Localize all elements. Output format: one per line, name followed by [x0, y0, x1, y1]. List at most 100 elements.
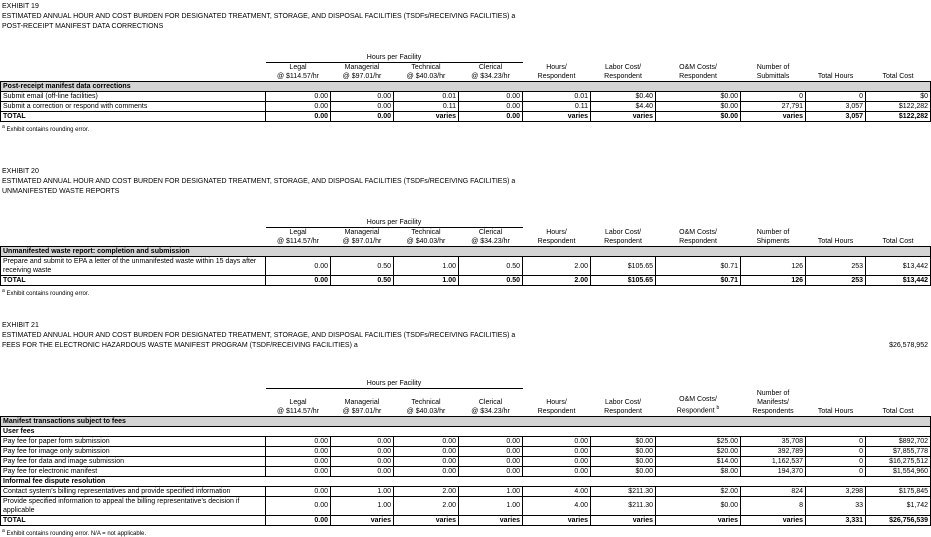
cell: $0.00: [655, 111, 742, 122]
header-line: Technical: [411, 229, 441, 236]
cell: $16,275,512: [865, 455, 931, 467]
header-line: @ $114.57/hr: [276, 73, 319, 80]
section-heading: Unmanifested waste report: completion an…: [0, 246, 931, 257]
header-line: @ $40.03/hr: [406, 73, 446, 80]
cell: 0.00: [393, 435, 459, 447]
cell: $211.30: [590, 485, 657, 497]
column-header: Total Cost: [866, 389, 931, 417]
column-header: Labor Cost/Respondent: [591, 228, 656, 247]
data-row: Pay fee for electronic manifest 0.00 0.00 0…: [0, 465, 931, 477]
cell: 0: [805, 465, 867, 477]
cell: 1.00: [330, 495, 394, 516]
cell: $25.00: [655, 435, 742, 447]
column-header: Clerical @ $34.23/hr: [459, 228, 523, 247]
cell: 4.00: [522, 495, 592, 516]
cell: 0: [740, 91, 807, 102]
header-line: Number of: [756, 389, 790, 397]
cell: 2.00: [393, 495, 459, 516]
blank: [1, 53, 266, 63]
cell: 4.00: [522, 485, 592, 497]
cell: $20.00: [655, 445, 742, 457]
cell: 0.00: [265, 435, 331, 447]
exhibit-number: EXHIBIT 19: [2, 3, 39, 10]
cell: varies: [655, 514, 742, 526]
header-line: @ $34.23/hr: [471, 407, 510, 415]
column-header: Hours/Respondent: [523, 389, 591, 417]
section-heading: Post-receipt manifest data corrections: [0, 81, 931, 92]
header-line: Respondent: [676, 407, 715, 415]
footnote-text: Exhibit contains rounding error.: [6, 291, 90, 297]
row-label: Pay fee for image only submission: [0, 445, 266, 457]
header-line: Total Hours: [817, 238, 854, 245]
cell: 0: [805, 91, 867, 102]
column-header: Managerial @ $97.01/hr: [331, 228, 394, 247]
footnote-text: Exhibit contains rounding error. N/A = n…: [6, 531, 147, 537]
header-line: Respondent: [679, 238, 717, 245]
cell: 0.01: [393, 91, 459, 102]
data-table: Hours per Facility Legal @ $114.57/hr Manag…: [0, 53, 931, 122]
blank: [866, 53, 931, 63]
cell: 2.00: [393, 485, 459, 497]
blank: [523, 218, 591, 228]
cell: 3,331: [805, 514, 867, 526]
column-header: Number of Shipments: [741, 228, 806, 247]
blank: [656, 379, 741, 389]
header-line: O&M Costs/: [679, 64, 717, 71]
header-line: Respondent: [537, 73, 576, 80]
column-header-row: Legal @ $114.57/hr Managerial @ $97.01/hr Te…: [1, 228, 931, 247]
cell: $0.00: [655, 101, 742, 112]
group-heading: User fees: [0, 425, 931, 437]
cell: 0.00: [457, 465, 524, 477]
footnote-mark: a: [2, 288, 5, 294]
total-label: TOTAL: [0, 514, 266, 526]
cell: 8: [740, 495, 807, 516]
header-line: Total Cost: [882, 407, 914, 415]
group-header-row: Hours per Facility: [1, 53, 931, 63]
column-header: O&M Costs/Respondent b: [656, 389, 741, 417]
group-header-row: Hours per Facility: [1, 379, 931, 389]
table-head: Hours per Facility Legal @ $114.57/hr Manag…: [1, 218, 931, 247]
header-line: Respondents: [752, 407, 794, 415]
header-line: @ $34.23/hr: [471, 238, 510, 245]
cell: 0.00: [265, 275, 331, 286]
data-row: Submit email (off-line facilities) 0.00 0.…: [0, 91, 931, 102]
header-line: Clerical: [478, 398, 503, 406]
column-header: Total Cost: [866, 228, 931, 247]
blank: [1, 389, 266, 417]
header-line: Labor Cost/: [604, 398, 642, 406]
header-line: @ $97.01/hr: [342, 73, 382, 80]
subtitle-value: $26,578,952: [889, 342, 928, 349]
cell: 253: [805, 256, 867, 276]
cell: varies: [522, 111, 592, 122]
section-row: Manifest transactions subject to fees: [0, 415, 931, 427]
row-label: Pay fee for electronic manifest: [0, 465, 266, 477]
cell: 0: [805, 435, 867, 447]
cell: varies: [393, 111, 459, 122]
cell: 0.00: [330, 445, 394, 457]
cell: 0.50: [330, 275, 394, 286]
header-line: Total Hours: [817, 73, 854, 80]
cell: $26,756,539: [865, 514, 931, 526]
cell: $0.40: [590, 91, 657, 102]
header-line: Labor Cost/: [604, 64, 642, 71]
blank: [741, 218, 806, 228]
footnote: a Exhibit contains rounding error. N/A =…: [2, 528, 146, 537]
cell: $0: [865, 91, 931, 102]
footnote-mark: a: [2, 528, 5, 534]
column-header: Technical @ $40.03/hr: [394, 389, 459, 417]
header-line: Submittals: [756, 73, 790, 80]
cell: $892,702: [865, 435, 931, 447]
header-line: Legal: [289, 64, 307, 71]
cell: 253: [805, 275, 867, 286]
cell: $105.65: [590, 256, 657, 276]
table-body: Unmanifested waste report: completion an…: [0, 246, 931, 286]
column-header: O&M Costs/Respondent: [656, 63, 741, 82]
header-line: @ $97.01/hr: [342, 238, 382, 245]
cell: 1.00: [393, 256, 459, 276]
header-line: Clerical: [478, 229, 503, 236]
cell: 1.00: [457, 485, 524, 497]
section-heading: Manifest transactions subject to fees: [0, 415, 931, 427]
cell: varies: [590, 514, 657, 526]
blank: [741, 379, 806, 389]
